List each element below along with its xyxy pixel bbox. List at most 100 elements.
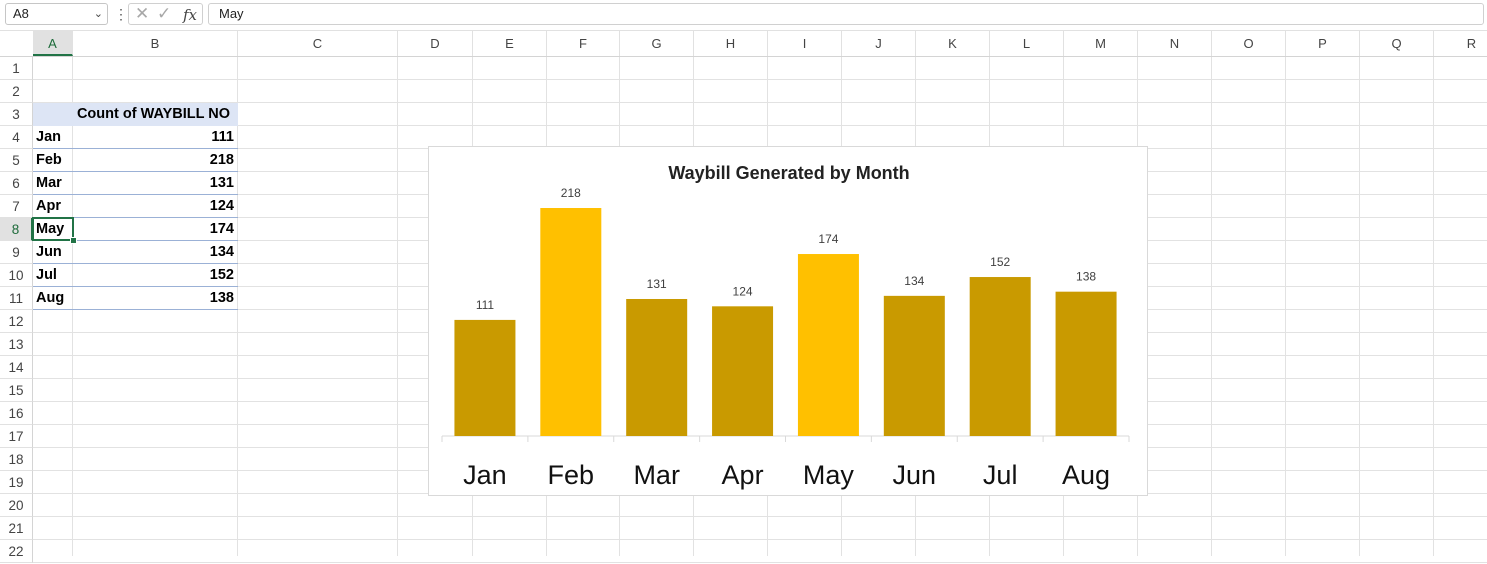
- bar-feb: [540, 208, 602, 436]
- pivot-row-value[interactable]: 111: [73, 126, 238, 149]
- column-header-r[interactable]: R: [1434, 31, 1487, 56]
- row-header-9[interactable]: 9: [0, 241, 33, 264]
- data-label-mar: 131: [647, 277, 667, 291]
- row-header-3[interactable]: 3: [0, 103, 33, 126]
- row-header-13[interactable]: 13: [0, 333, 33, 356]
- category-label-may: May: [803, 460, 855, 490]
- column-header-c[interactable]: C: [238, 31, 398, 56]
- pivot-row-value[interactable]: 218: [73, 149, 238, 172]
- row-header-5[interactable]: 5: [0, 149, 33, 172]
- column-header-b[interactable]: B: [73, 31, 238, 56]
- name-box-value: A8: [13, 6, 29, 21]
- row-header-7[interactable]: 7: [0, 195, 33, 218]
- active-cell-border: [32, 217, 74, 241]
- formula-bar: A8 ⌄ ⋮ ✕ ✓ fx May: [0, 0, 1487, 31]
- column-header-f[interactable]: F: [547, 31, 620, 56]
- data-label-jul: 152: [990, 255, 1010, 269]
- pivot-row-value[interactable]: 134: [73, 241, 238, 264]
- grid-vline: [72, 57, 73, 556]
- column-header-g[interactable]: G: [620, 31, 694, 56]
- pivot-row-value[interactable]: 138: [73, 287, 238, 310]
- cancel-icon[interactable]: ✕: [135, 4, 150, 23]
- column-header-h[interactable]: H: [694, 31, 768, 56]
- row-header-19[interactable]: 19: [0, 471, 33, 494]
- grid-vline: [1433, 57, 1434, 556]
- pivot-row-value[interactable]: 124: [73, 195, 238, 218]
- bar-aug: [1055, 291, 1117, 436]
- row-header-20[interactable]: 20: [0, 494, 33, 517]
- chart-title: Waybill Generated by Month: [668, 163, 909, 183]
- row-header-1[interactable]: 1: [0, 57, 33, 80]
- column-header-k[interactable]: K: [916, 31, 990, 56]
- pivot-row-label[interactable]: Aug: [33, 287, 73, 310]
- grid-hline: [33, 102, 1487, 103]
- formula-buttons: ✕ ✓ fx: [128, 3, 203, 25]
- insert-function-icon[interactable]: fx: [183, 6, 198, 24]
- pivot-row-label[interactable]: Apr: [33, 195, 73, 218]
- pivot-row-label[interactable]: Mar: [33, 172, 73, 195]
- row-header-2[interactable]: 2: [0, 80, 33, 103]
- data-label-apr: 124: [733, 284, 753, 298]
- grid-vline: [1359, 57, 1360, 556]
- category-label-feb: Feb: [548, 460, 595, 490]
- data-label-jan: 111: [476, 298, 495, 312]
- row-header-12[interactable]: 12: [0, 310, 33, 333]
- bar-may: [797, 254, 859, 436]
- row-header-10[interactable]: 10: [0, 264, 33, 287]
- name-box[interactable]: A8 ⌄: [5, 3, 108, 25]
- row-header-22[interactable]: 22: [0, 540, 33, 563]
- more-options-icon[interactable]: ⋮: [114, 6, 128, 22]
- pivot-row-label[interactable]: Jan: [33, 126, 73, 149]
- row-header-14[interactable]: 14: [0, 356, 33, 379]
- fill-handle[interactable]: [70, 237, 77, 244]
- column-header-n[interactable]: N: [1138, 31, 1212, 56]
- pivot-row-label[interactable]: Jul: [33, 264, 73, 287]
- formula-input[interactable]: May: [208, 3, 1484, 25]
- category-label-jan: Jan: [463, 460, 507, 490]
- pivot-row-value[interactable]: 152: [73, 264, 238, 287]
- row-header-8[interactable]: 8: [0, 218, 33, 241]
- column-header-p[interactable]: P: [1286, 31, 1360, 56]
- column-header-i[interactable]: I: [768, 31, 842, 56]
- grid-vline: [1211, 57, 1212, 556]
- row-header-18[interactable]: 18: [0, 448, 33, 471]
- category-label-aug: Aug: [1062, 460, 1110, 490]
- grid-vline: [1285, 57, 1286, 556]
- chevron-down-icon[interactable]: ⌄: [93, 8, 103, 20]
- grid-hline: [33, 125, 1487, 126]
- pivot-row-value[interactable]: 174: [73, 218, 238, 241]
- bar-apr: [712, 306, 774, 436]
- row-header-6[interactable]: 6: [0, 172, 33, 195]
- row-header-4[interactable]: 4: [0, 126, 33, 149]
- bar-jul: [969, 277, 1031, 436]
- data-label-may: 174: [818, 232, 838, 246]
- bar-mar: [626, 298, 688, 436]
- pivot-row-label[interactable]: Jun: [33, 241, 73, 264]
- row-header-15[interactable]: 15: [0, 379, 33, 402]
- pivot-row-label[interactable]: Feb: [33, 149, 73, 172]
- enter-icon[interactable]: ✓: [157, 4, 172, 23]
- pivot-row-value[interactable]: 131: [73, 172, 238, 195]
- grid-hline: [33, 516, 1487, 517]
- row-header-17[interactable]: 17: [0, 425, 33, 448]
- bar-chart[interactable]: Waybill Generated by Month 111 Jan 218 Feb 13…: [428, 146, 1148, 496]
- grid-hline: [33, 79, 1487, 80]
- column-header-j[interactable]: J: [842, 31, 916, 56]
- row-header-11[interactable]: 11: [0, 287, 33, 310]
- column-header-a[interactable]: A: [33, 31, 73, 56]
- row-header-16[interactable]: 16: [0, 402, 33, 425]
- pivot-header[interactable]: Count of WAYBILL NO: [33, 103, 238, 126]
- grid-vline: [237, 57, 238, 556]
- column-header-e[interactable]: E: [473, 31, 547, 56]
- column-header-q[interactable]: Q: [1360, 31, 1434, 56]
- column-header-l[interactable]: L: [990, 31, 1064, 56]
- row-header-21[interactable]: 21: [0, 517, 33, 540]
- column-header-o[interactable]: O: [1212, 31, 1286, 56]
- data-label-feb: 218: [561, 186, 581, 200]
- column-header-d[interactable]: D: [398, 31, 473, 56]
- grid-hline: [33, 562, 1487, 563]
- bar-jan: [454, 319, 516, 436]
- data-label-jun: 134: [904, 274, 924, 288]
- column-header-m[interactable]: M: [1064, 31, 1138, 56]
